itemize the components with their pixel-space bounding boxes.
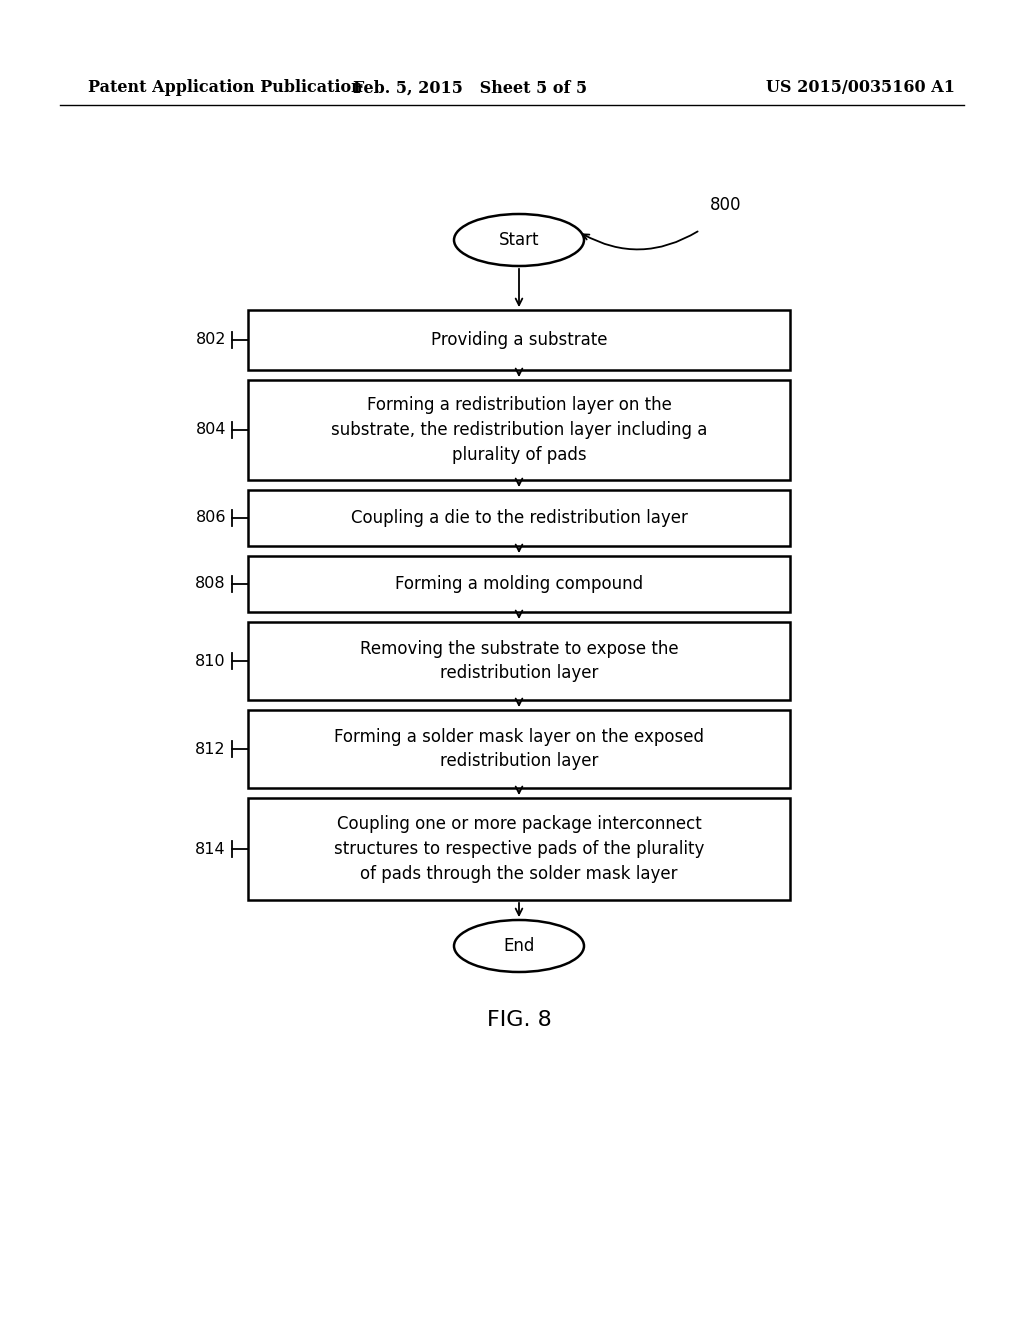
Text: Forming a redistribution layer on the
substrate, the redistribution layer includ: Forming a redistribution layer on the su…	[331, 396, 708, 465]
Text: Forming a molding compound: Forming a molding compound	[395, 576, 643, 593]
Text: 810: 810	[196, 653, 226, 668]
Text: FIG. 8: FIG. 8	[486, 1010, 551, 1030]
Text: Coupling a die to the redistribution layer: Coupling a die to the redistribution lay…	[350, 510, 687, 527]
Text: Providing a substrate: Providing a substrate	[431, 331, 607, 348]
Text: 808: 808	[196, 577, 226, 591]
Text: 806: 806	[196, 511, 226, 525]
Text: 800: 800	[710, 195, 741, 214]
Text: 814: 814	[196, 842, 226, 857]
Text: US 2015/0035160 A1: US 2015/0035160 A1	[766, 79, 954, 96]
Text: Feb. 5, 2015   Sheet 5 of 5: Feb. 5, 2015 Sheet 5 of 5	[353, 79, 587, 96]
Text: 802: 802	[196, 333, 226, 347]
Text: Forming a solder mask layer on the exposed
redistribution layer: Forming a solder mask layer on the expos…	[334, 727, 705, 771]
Text: 812: 812	[196, 742, 226, 756]
Text: 804: 804	[196, 422, 226, 437]
Text: Coupling one or more package interconnect
structures to respective pads of the p: Coupling one or more package interconnec…	[334, 814, 705, 883]
Text: Patent Application Publication: Patent Application Publication	[88, 79, 362, 96]
Text: Removing the substrate to expose the
redistribution layer: Removing the substrate to expose the red…	[359, 639, 678, 682]
Text: End: End	[504, 937, 535, 954]
Text: Start: Start	[499, 231, 540, 249]
